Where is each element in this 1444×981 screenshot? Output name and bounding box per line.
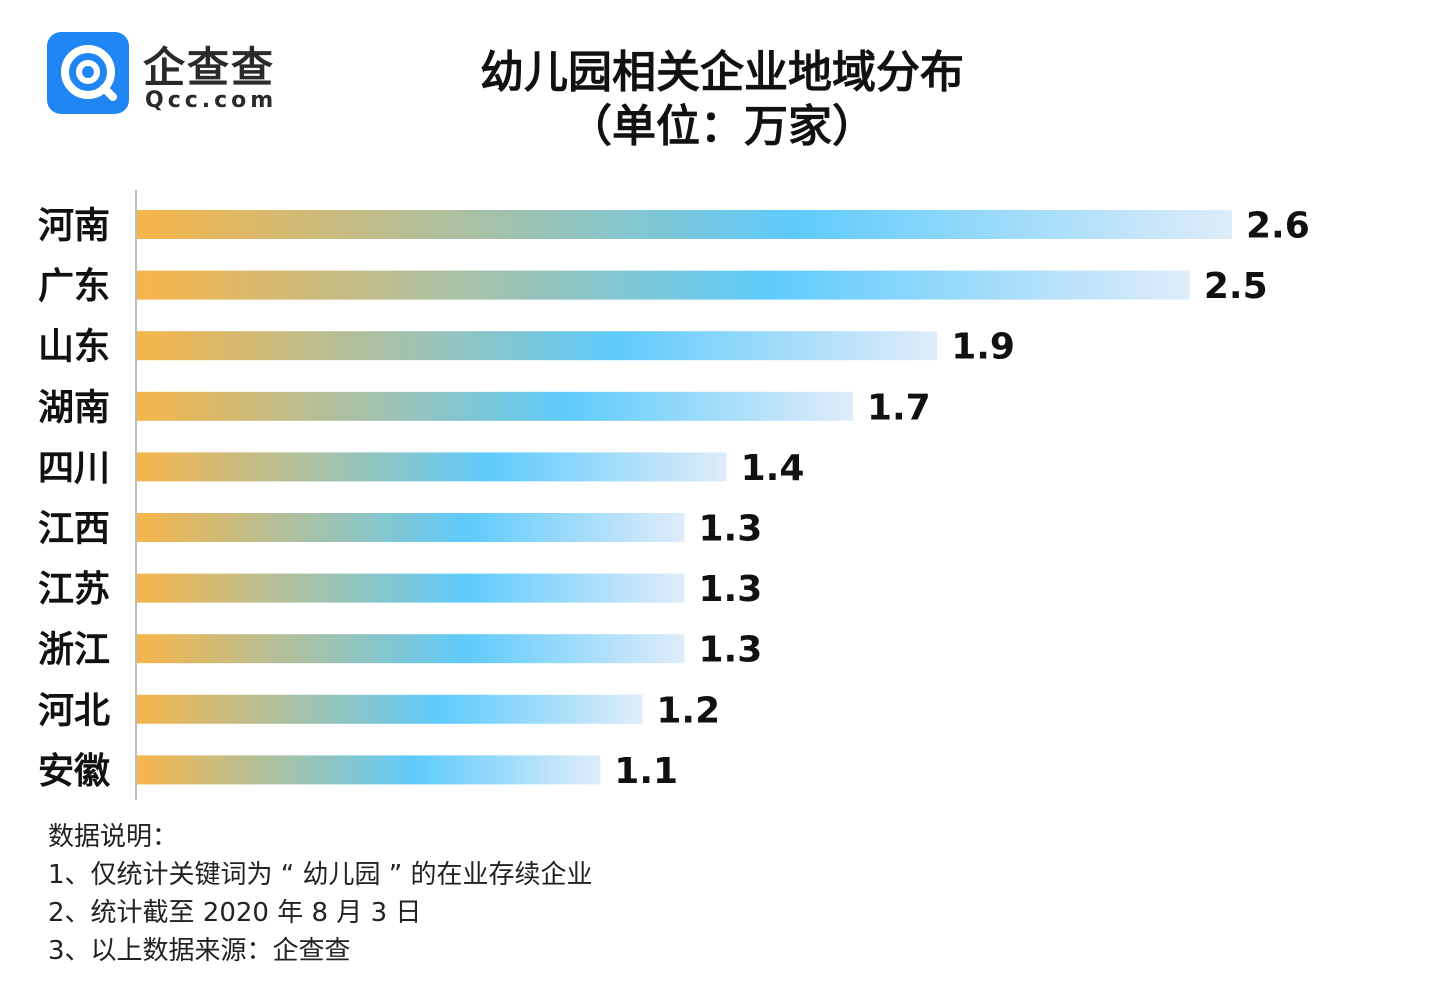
category-label: 四川 xyxy=(38,448,110,489)
value-label: 2.5 xyxy=(1204,266,1268,307)
category-label: 湖南 xyxy=(38,387,110,428)
value-label: 1.1 xyxy=(614,751,678,792)
data-notes: 数据说明： 1、仅统计关键词为 “ 幼儿园 ” 的在业存续企业 2、统计截至 2… xyxy=(48,818,593,970)
qcc-logo-icon xyxy=(47,32,129,114)
category-label: 河北 xyxy=(38,690,110,731)
note-item-2: 2、统计截至 2020 年 8 月 3 日 xyxy=(48,898,422,928)
value-label: 2.6 xyxy=(1246,206,1310,247)
bar xyxy=(137,694,643,724)
bar xyxy=(137,331,938,361)
notes-heading: 数据说明： xyxy=(48,822,179,852)
note-item-3: 3、以上数据来源：企查查 xyxy=(48,936,351,966)
logo: 企查查 Qcc.com xyxy=(47,32,287,116)
bar xyxy=(137,513,685,542)
bar xyxy=(137,634,685,664)
value-label: 1.3 xyxy=(699,569,763,610)
value-label: 1.7 xyxy=(867,387,931,428)
logo-name: 企查查 xyxy=(143,43,276,92)
note-item-1: 1、仅统计关键词为 “ 幼儿园 ” 的在业存续企业 xyxy=(48,860,593,890)
bar xyxy=(137,270,1190,300)
chart-unit: （单位：万家） xyxy=(568,101,876,152)
value-label: 1.3 xyxy=(699,509,763,550)
value-label: 1.9 xyxy=(951,327,1015,368)
category-label: 江西 xyxy=(38,509,110,550)
category-label: 山东 xyxy=(38,327,110,368)
value-label: 1.2 xyxy=(656,690,720,731)
chart-title: 幼儿园相关企业地域分布 xyxy=(480,47,964,98)
category-label: 江苏 xyxy=(38,569,110,610)
value-label: 1.4 xyxy=(741,448,805,489)
category-label: 广东 xyxy=(38,266,110,307)
value-label: 1.3 xyxy=(699,630,763,671)
category-label: 浙江 xyxy=(38,630,110,671)
bar xyxy=(137,755,601,785)
category-label: 安徽 xyxy=(38,751,111,792)
bar xyxy=(137,391,853,421)
bar xyxy=(137,452,727,482)
category-label: 河南 xyxy=(38,206,110,247)
bar xyxy=(137,573,685,603)
logo-domain: Qcc.com xyxy=(145,88,278,113)
bar xyxy=(137,210,1232,239)
